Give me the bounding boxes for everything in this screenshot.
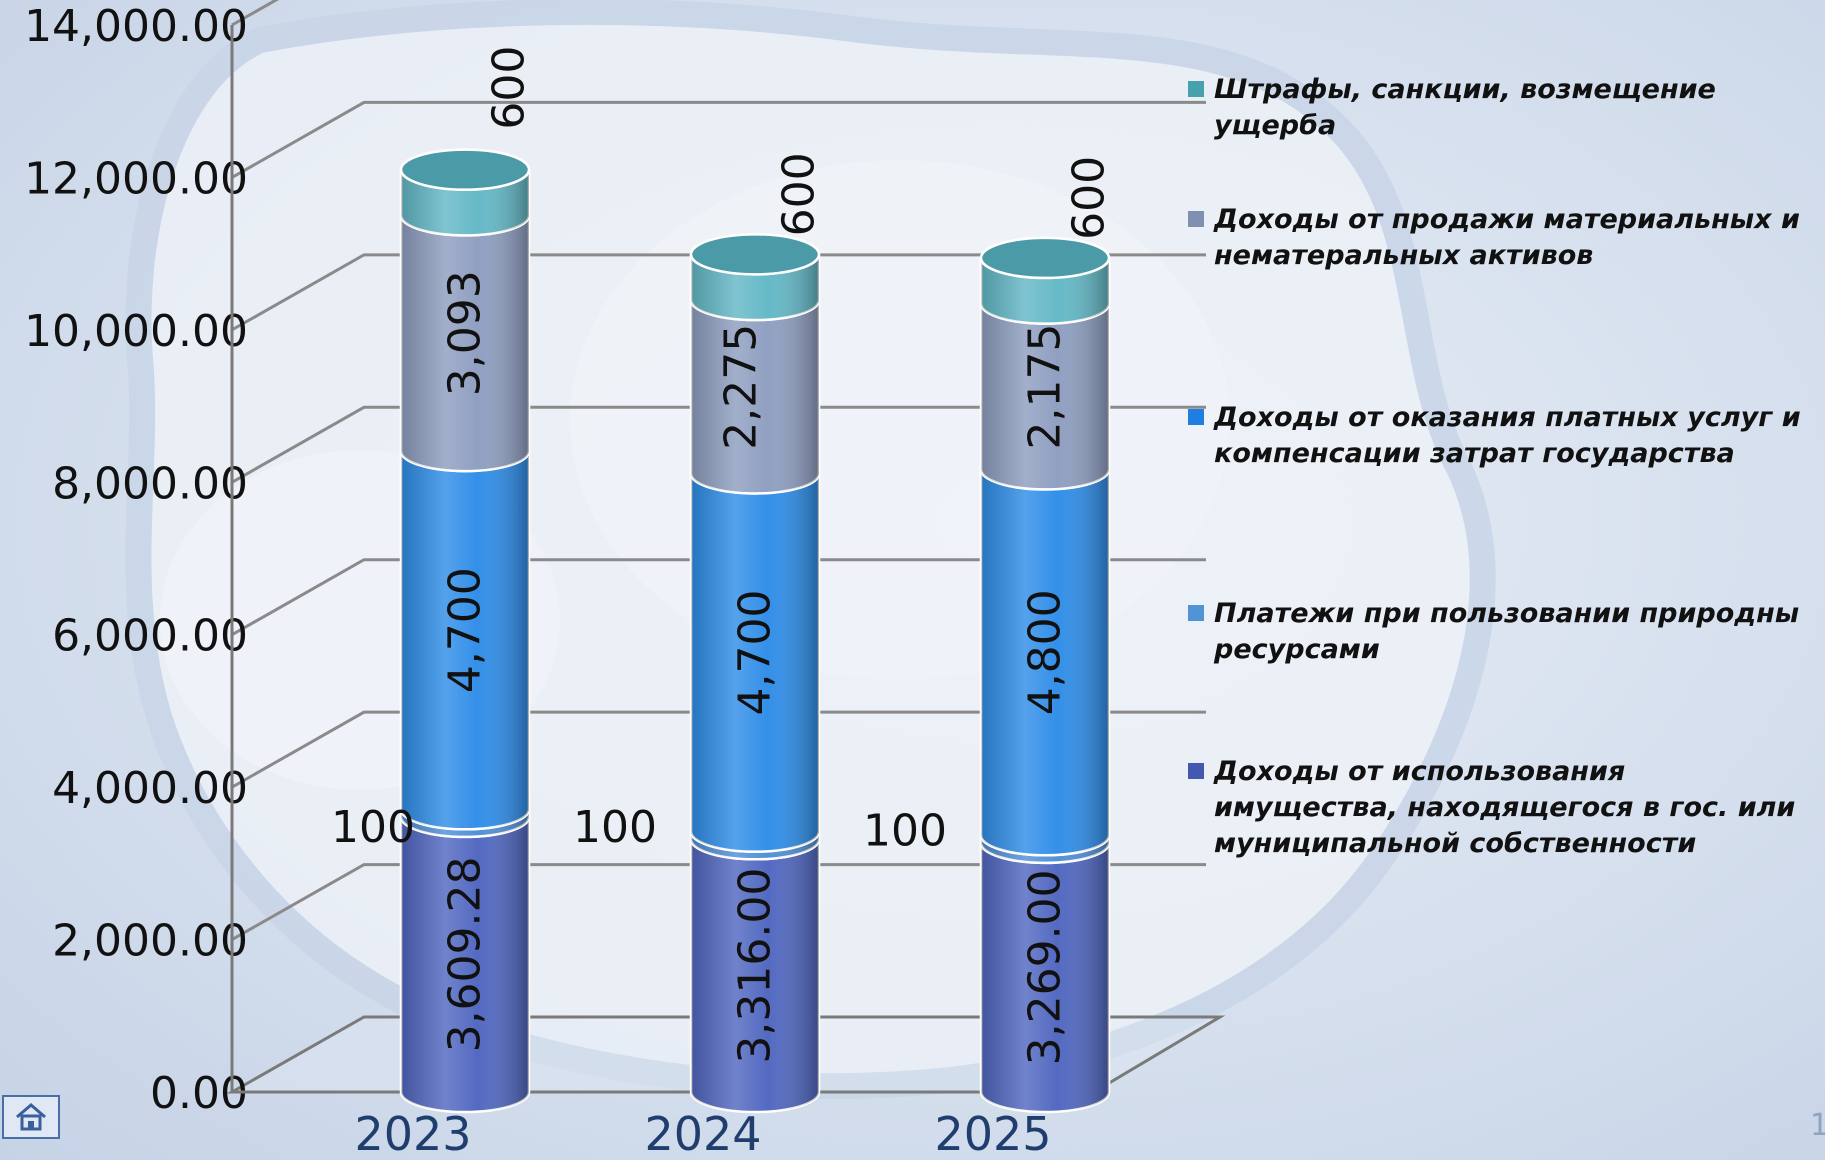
bar-shade <box>401 809 529 837</box>
home-button[interactable] <box>2 1095 60 1139</box>
data-label: 4,700 <box>730 590 781 716</box>
bar-shade <box>691 831 819 860</box>
y-tick-label: 6,000.00 <box>52 611 248 662</box>
data-label: 600 <box>484 46 535 130</box>
x-tick-label: 2024 <box>644 1107 761 1160</box>
bar-top <box>979 236 1111 280</box>
legend-swatch <box>1188 605 1204 621</box>
legend-item-paid-services: Доходы от оказания платных услуг и компе… <box>1188 400 1818 596</box>
bar-shade <box>401 451 529 830</box>
bar-segment <box>689 233 821 322</box>
bar-segment <box>979 303 1111 491</box>
bar-shade <box>981 469 1109 856</box>
data-label: 100 <box>573 802 657 853</box>
data-label: 3,316.00 <box>730 868 781 1064</box>
legend-label: Доходы от продажи материальных и нематер… <box>1214 204 1800 271</box>
bar-segment <box>979 236 1111 325</box>
bar-top <box>689 233 821 276</box>
bar-segment <box>689 299 821 495</box>
bar-shade <box>691 300 819 494</box>
bar-shade <box>401 816 529 1112</box>
legend-label: Платежи при пользовании природны ресурса… <box>1214 598 1800 665</box>
bar-shade <box>401 169 529 236</box>
legend-swatch <box>1188 409 1204 425</box>
legend-label: Доходы от использования имущества, наход… <box>1214 756 1796 859</box>
y-tick-label: 10,000.00 <box>24 306 248 357</box>
bar-shade <box>981 303 1109 490</box>
bars-layer <box>399 148 1111 1114</box>
data-label: 3,269.00 <box>1020 869 1071 1065</box>
legend-item-asset-sales: Доходы от продажи материальных и нематер… <box>1188 202 1818 400</box>
gridline <box>231 0 280 27</box>
bar-shade <box>691 254 819 321</box>
legend-swatch <box>1188 211 1204 227</box>
data-label: 100 <box>331 802 415 853</box>
bar-shade <box>401 215 529 472</box>
legend-label: Штрафы, санкции, возмещение ущерба <box>1214 74 1716 141</box>
legend-swatch <box>1188 81 1204 97</box>
data-label: 100 <box>863 806 947 857</box>
legend-item-natural-resources: Платежи при пользовании природны ресурса… <box>1188 596 1818 754</box>
gridline <box>231 100 1206 179</box>
data-label: 600 <box>1064 156 1115 240</box>
legend-item-fines: Штрафы, санкции, возмещение ущерба <box>1188 72 1818 202</box>
gridline <box>231 710 1206 789</box>
bar-shade <box>691 839 819 1112</box>
gridline <box>231 253 1206 332</box>
data-label: 3,609.28 <box>440 856 491 1052</box>
data-label: 4,700 <box>440 567 491 693</box>
bar-segment <box>399 215 531 473</box>
gridline <box>231 405 1206 484</box>
gridline <box>231 863 1206 941</box>
home-icon <box>16 1103 46 1131</box>
bar-segment <box>979 842 1111 1114</box>
bar-segment <box>689 839 821 1114</box>
y-tick-label: 2,000.00 <box>52 916 248 967</box>
gridline <box>231 558 1206 637</box>
data-label: 2,175 <box>1020 324 1071 450</box>
legend: Штрафы, санкции, возмещение ущерба Доход… <box>1188 72 1818 862</box>
bar-segment <box>399 148 531 237</box>
legend-item-property-income: Доходы от использования имущества, наход… <box>1188 754 1818 862</box>
y-tick-label: 4,000.00 <box>52 763 248 814</box>
data-label: 4,800 <box>1020 589 1071 715</box>
bar-segment <box>399 450 531 831</box>
bar-shade <box>981 835 1109 863</box>
labels-layer: 3,609.28 100 4,700 3,093 600 2023 3,316.00 100 4… <box>331 46 1114 1160</box>
legend-swatch <box>1188 763 1204 779</box>
bar-segment <box>689 473 821 853</box>
data-label: 600 <box>774 152 825 236</box>
data-label: 3,093 <box>440 270 491 396</box>
data-label: 2,275 <box>716 324 767 450</box>
axis-layer: 0.002,000.004,000.006,000.008,000.0010,0… <box>24 1 1094 1119</box>
legend-label: Доходы от оказания платных услуг и компе… <box>1214 402 1801 469</box>
bar-segment <box>979 469 1111 857</box>
y-tick-label: 12,000.00 <box>24 153 248 204</box>
bar-shade <box>691 473 819 852</box>
x-tick-label: 2025 <box>934 1107 1051 1160</box>
x-tick-label: 2023 <box>354 1107 471 1160</box>
page-number: 1 <box>1810 1108 1825 1143</box>
y-tick-label: 14,000.00 <box>24 1 248 52</box>
bar-segment <box>399 816 531 1114</box>
bar-shade <box>981 257 1109 324</box>
y-tick-label: 8,000.00 <box>52 458 248 509</box>
bar-top <box>399 148 531 191</box>
bar-shade <box>981 842 1109 1112</box>
